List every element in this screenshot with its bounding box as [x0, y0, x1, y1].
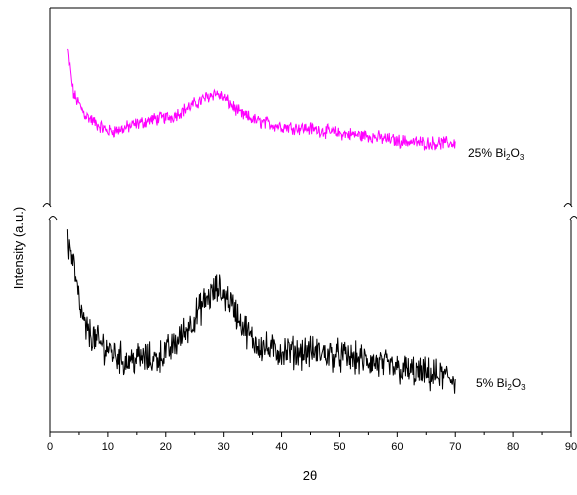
x-tick-label: 60 [391, 441, 403, 453]
y-axis-title: Intensity (a.u.) [11, 207, 26, 289]
series-line-25pct [66, 48, 456, 151]
x-ticks: 0 10 20 30 40 50 60 70 80 90 [47, 432, 577, 453]
x-tick-label: 40 [275, 441, 287, 453]
series-label-25: 25% Bi2O3 [468, 146, 525, 162]
series-label-5: 5% Bi2O3 [476, 376, 526, 392]
axis-break-mark-right [563, 203, 577, 221]
x-tick-label: 70 [449, 441, 461, 453]
series-layer [66, 48, 456, 394]
x-tick-label: 0 [47, 441, 53, 453]
x-tick-label: 80 [507, 441, 519, 453]
axis-break-mark-left [42, 203, 58, 221]
x-tick-label: 90 [565, 441, 577, 453]
x-axis-title: 2θ [303, 468, 317, 483]
series-line-5pct [66, 229, 456, 394]
x-tick-label: 20 [160, 441, 172, 453]
x-tick-label: 50 [333, 441, 345, 453]
x-tick-label: 30 [218, 441, 230, 453]
axes-layer: 0 10 20 30 40 50 60 70 80 90 [42, 7, 577, 453]
x-tick-label: 10 [102, 441, 114, 453]
